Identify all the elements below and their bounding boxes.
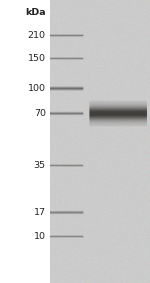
Text: 210: 210 <box>28 31 46 40</box>
Text: 17: 17 <box>34 208 46 217</box>
Text: 10: 10 <box>34 232 46 241</box>
Text: kDa: kDa <box>25 8 46 17</box>
Text: 70: 70 <box>34 109 46 118</box>
Text: 100: 100 <box>28 84 46 93</box>
Text: 150: 150 <box>28 54 46 63</box>
Text: 35: 35 <box>34 161 46 170</box>
